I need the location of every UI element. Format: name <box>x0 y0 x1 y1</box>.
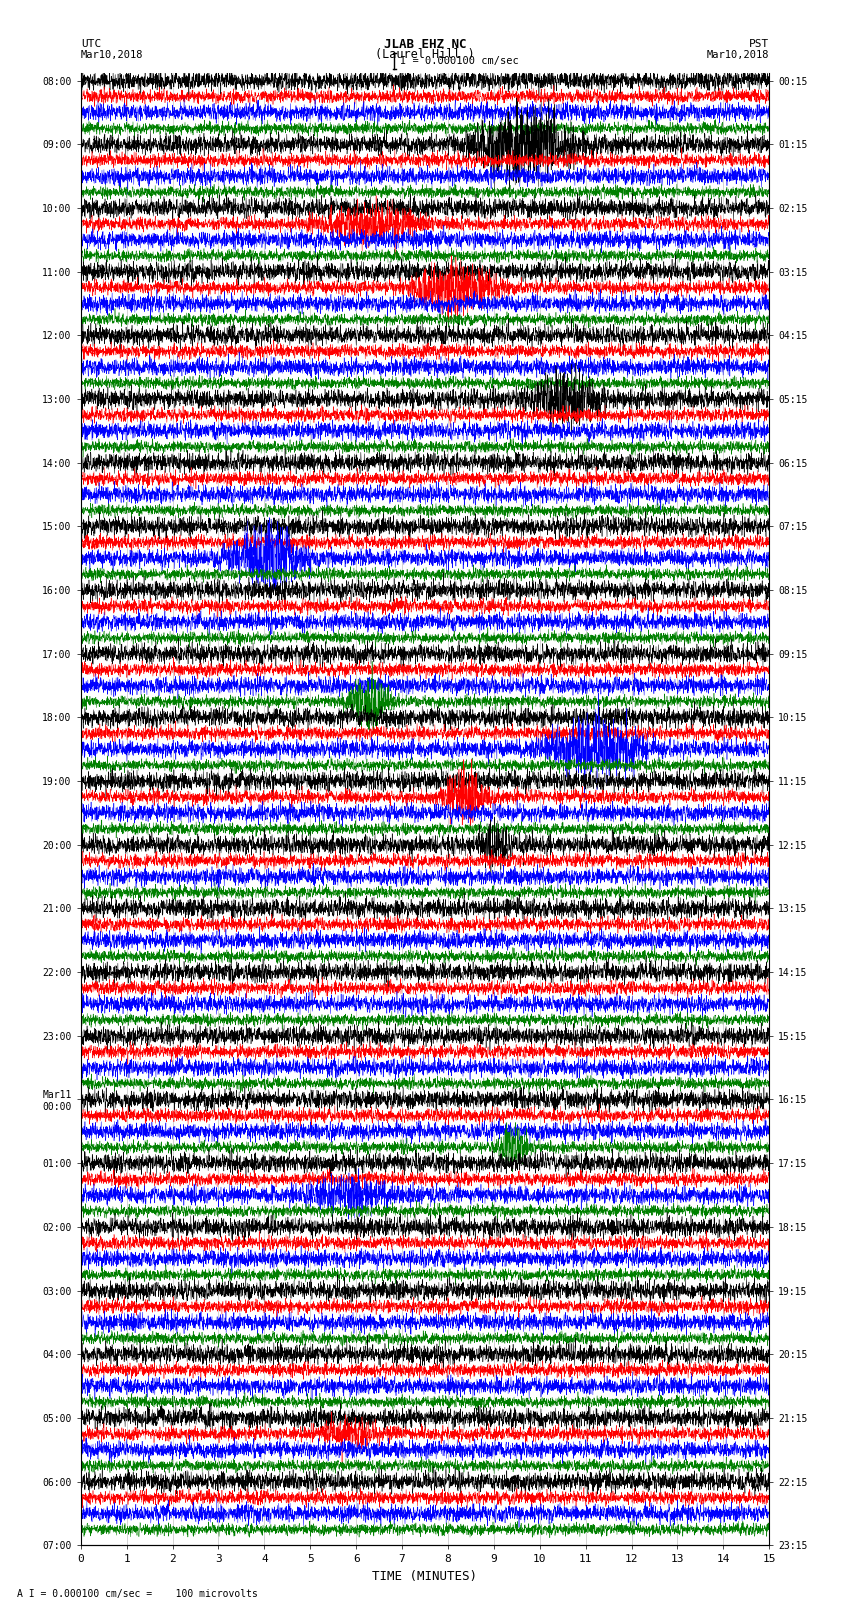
Text: I = 0.000100 cm/sec: I = 0.000100 cm/sec <box>400 56 518 66</box>
X-axis label: TIME (MINUTES): TIME (MINUTES) <box>372 1569 478 1582</box>
Text: (Laurel Hill ): (Laurel Hill ) <box>375 48 475 61</box>
Text: UTC: UTC <box>81 39 101 50</box>
Text: Mar10,2018: Mar10,2018 <box>81 50 144 60</box>
Text: PST: PST <box>749 39 769 50</box>
Text: Mar10,2018: Mar10,2018 <box>706 50 769 60</box>
Text: JLAB EHZ NC: JLAB EHZ NC <box>383 37 467 52</box>
Text: A I = 0.000100 cm/sec =    100 microvolts: A I = 0.000100 cm/sec = 100 microvolts <box>17 1589 258 1598</box>
